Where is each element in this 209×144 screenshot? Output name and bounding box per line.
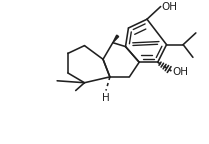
Text: OH: OH	[162, 2, 178, 12]
Text: OH: OH	[172, 67, 188, 77]
Text: H: H	[102, 92, 110, 103]
Polygon shape	[113, 35, 119, 43]
